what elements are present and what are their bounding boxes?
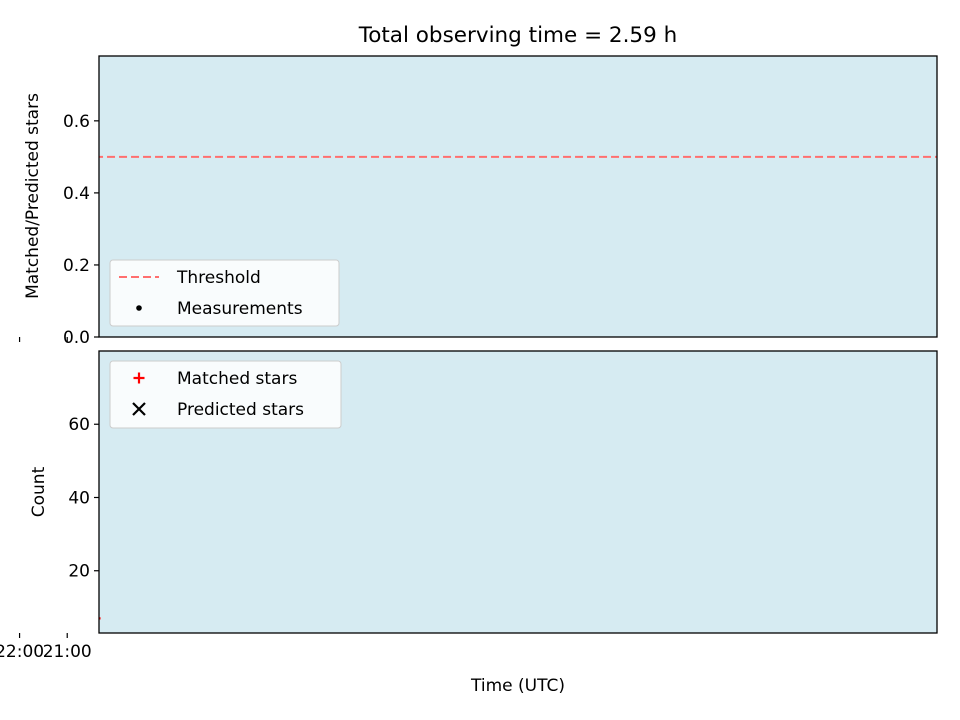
- bottom-x-tick-label: 22:00: [0, 642, 44, 662]
- top-y-tick-label: 0.6: [63, 112, 90, 132]
- legend-measurements-swatch: [136, 305, 142, 311]
- top-legend-label: Measurements: [177, 299, 303, 319]
- bottom-legend-box: [109, 360, 342, 429]
- top-legend-box: [109, 259, 340, 327]
- bottom-legend-label: Matched stars: [177, 369, 297, 389]
- legend-matched-swatch: [133, 372, 145, 384]
- bottom-panel: 20406021:0022:0023:0000:0001:0002:00Matc…: [0, 350, 938, 662]
- bottom-axes-frame: [98, 350, 938, 634]
- bottom-y-tick-label: 40: [68, 488, 90, 508]
- top-legend-label: Threshold: [176, 268, 261, 288]
- figure-title: Total observing time = 2.59 h: [358, 23, 678, 48]
- top-legend: Threshold Measurements: [109, 259, 340, 327]
- bottom-x-axis-label: Time (UTC): [470, 676, 565, 696]
- top-y-tick-label: 0.0: [63, 328, 90, 348]
- top-axes-frame: [98, 55, 938, 338]
- top-y-tick-label: 0.2: [63, 256, 90, 276]
- legend-predicted-swatch: [132, 402, 146, 416]
- bottom-x-tick-label: 21:00: [43, 642, 92, 662]
- bottom-y-tick-label: 60: [68, 415, 90, 435]
- top-panel: 0.0 0.2 0.4 0.6 Threshold Measurements: [18, 55, 938, 348]
- bottom-legend: Matched stars Predicted stars: [109, 360, 342, 429]
- bottom-legend-label: Predicted stars: [177, 400, 304, 420]
- bottom-y-tick-label: 20: [68, 562, 90, 582]
- top-y-axis-label: Matched/Predicted stars: [23, 93, 43, 299]
- top-y-tick-label: 0.4: [63, 184, 90, 204]
- bottom-y-axis-label: Count: [29, 466, 49, 517]
